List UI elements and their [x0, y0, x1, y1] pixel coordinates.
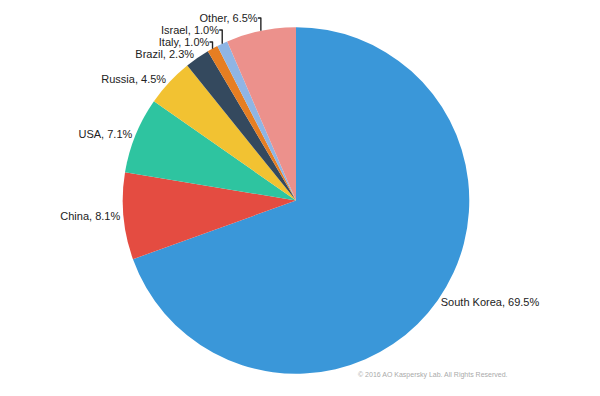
svg-text:Brazil, 2.3%: Brazil, 2.3% — [135, 48, 194, 60]
svg-text:Other, 6.5%: Other, 6.5% — [200, 12, 258, 24]
svg-text:© 2016 AO Kaspersky Lab. All R: © 2016 AO Kaspersky Lab. All Rights Rese… — [358, 371, 508, 379]
svg-text:Russia, 4.5%: Russia, 4.5% — [101, 73, 166, 85]
svg-text:Italy, 1.0%: Italy, 1.0% — [159, 36, 210, 48]
svg-text:Israel, 1.0%: Israel, 1.0% — [161, 24, 219, 36]
svg-text:USA, 7.1%: USA, 7.1% — [78, 128, 132, 140]
svg-text:China, 8.1%: China, 8.1% — [60, 210, 120, 222]
svg-text:South Korea, 69.5%: South Korea, 69.5% — [441, 296, 540, 308]
